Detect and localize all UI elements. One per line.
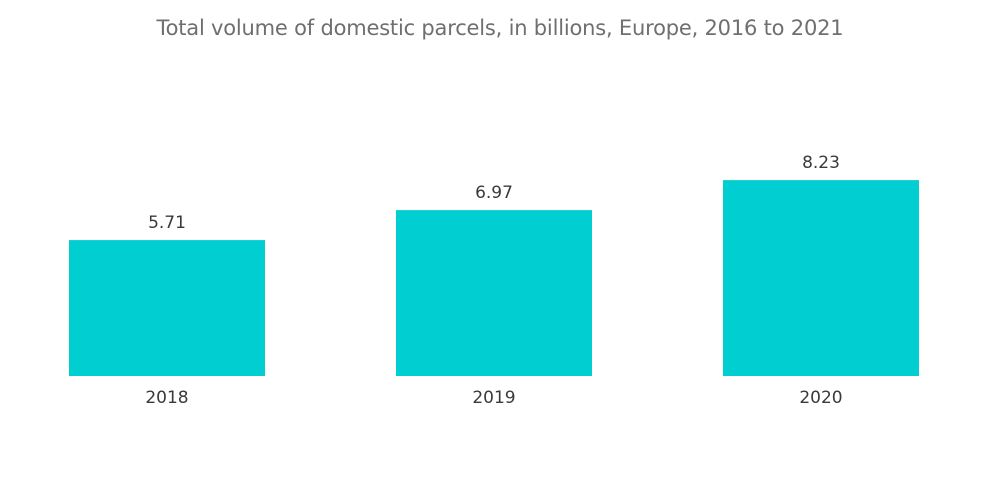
value-labels-group: 5.71 6.97 8.23 — [148, 153, 840, 233]
x-tick-label-2020: 2020 — [799, 388, 842, 408]
x-tick-label-2019: 2019 — [472, 388, 515, 408]
x-tick-label-2018: 2018 — [145, 388, 188, 408]
bars-group — [69, 180, 919, 376]
value-label-2018: 5.71 — [148, 213, 186, 233]
value-label-2020: 8.23 — [802, 153, 840, 173]
value-label-2019: 6.97 — [475, 183, 513, 203]
bar-2020 — [723, 180, 919, 376]
bar-2019 — [396, 210, 592, 376]
x-tick-labels-group: 2018 2019 2020 — [145, 388, 842, 408]
bar-2018 — [69, 240, 265, 376]
chart-title: Total volume of domestic parcels, in bil… — [156, 16, 844, 40]
